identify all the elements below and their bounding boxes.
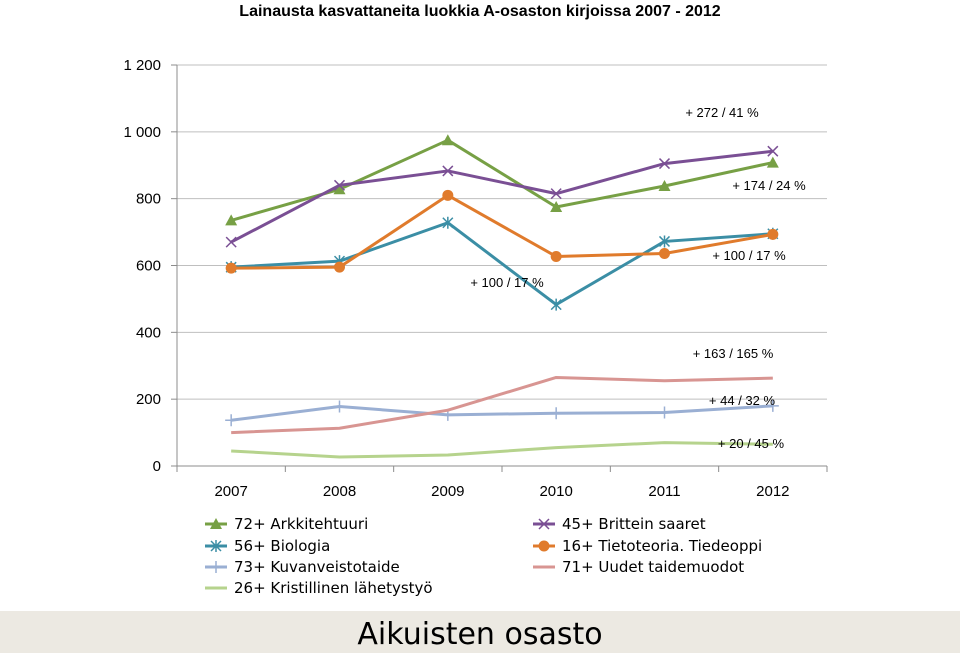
data-point — [334, 261, 345, 273]
legend-label: 16+ Tietoteoria. Tiedeoppi — [562, 537, 762, 555]
data-point — [767, 145, 779, 157]
data-point — [333, 179, 346, 191]
legend-label: 72+ Arkkitehtuuri — [234, 515, 368, 533]
legend-label: 73+ Kuvanveistotaide — [234, 558, 400, 576]
legend-item: 56+ Biologia — [205, 537, 330, 555]
data-point — [550, 407, 563, 420]
data-point — [550, 250, 562, 262]
annotation-label: + 272 / 41 % — [685, 105, 759, 120]
data-point — [658, 406, 671, 419]
legend-label: 71+ Uudet taidemuodot — [562, 558, 744, 576]
data-point — [442, 216, 454, 229]
data-point — [767, 228, 779, 240]
data-point — [550, 298, 562, 311]
data-point — [550, 188, 562, 200]
data-point — [225, 414, 238, 427]
legend-marker — [210, 561, 222, 573]
annotations: + 272 / 41 % + 174 / 24 % + 100 / 17 % + 10… — [470, 105, 806, 451]
legend-item: 45+ Brittein saaret — [533, 515, 706, 533]
series-group — [231, 375, 773, 435]
data-point — [333, 400, 346, 413]
series-lines — [225, 134, 779, 459]
legend-marker — [210, 540, 222, 552]
data-point — [658, 179, 671, 191]
data-point — [442, 189, 454, 201]
y-tick-label: 400 — [136, 324, 161, 341]
y-tick-label: 1 000 — [123, 124, 161, 141]
y-tick-label: 0 — [153, 458, 161, 475]
data-point — [225, 262, 237, 274]
y-tick-label: 1 200 — [123, 57, 161, 74]
legend-label: 56+ Biologia — [234, 537, 330, 555]
y-tick-label: 200 — [136, 391, 161, 408]
data-point — [658, 235, 671, 248]
series-group — [225, 145, 779, 248]
series-group — [225, 189, 779, 274]
legend-item: 26+ Kristillinen lähetystyö — [205, 579, 433, 597]
y-axis: 0 200 400 600 800 1 000 1 200 — [123, 57, 178, 475]
legend-item: 73+ Kuvanveistotaide — [205, 558, 400, 576]
legend-marker — [210, 518, 222, 529]
annotation-label: + 174 / 24 % — [732, 178, 806, 193]
line-chart: Lainausta kasvattaneita luokkia A-osasto… — [123, 3, 828, 597]
series-group — [231, 441, 773, 459]
annotation-label: + 100 / 17 % — [712, 248, 786, 263]
legend-item: 72+ Arkkitehtuuri — [205, 515, 368, 533]
legend-label: 45+ Brittein saaret — [562, 515, 706, 533]
series-line — [231, 441, 773, 459]
legend-item: 71+ Uudet taidemuodot — [533, 558, 744, 576]
legend-item: 16+ Tietoteoria. Tiedeoppi — [533, 537, 762, 555]
series-line — [230, 138, 774, 222]
annotation-label: + 163 / 165 % — [693, 346, 774, 361]
series-line — [230, 404, 773, 422]
series-line — [231, 221, 773, 307]
annotation-label: + 20 / 45 % — [718, 436, 785, 451]
x-axis: 2007 2008 2009 2010 2011 2012 — [176, 465, 828, 500]
series-line — [231, 375, 773, 435]
legend-label: 26+ Kristillinen lähetystyö — [234, 579, 433, 597]
y-tick-label: 600 — [136, 258, 161, 275]
legend-marker — [538, 540, 550, 552]
y-tick-label: 800 — [136, 191, 161, 208]
data-point — [225, 236, 237, 248]
x-tick-label: 2011 — [648, 483, 680, 500]
data-point — [550, 201, 563, 213]
data-point — [441, 134, 454, 146]
legend: 72+ Arkkitehtuuri 45+ Brittein saaret 56+ … — [205, 515, 762, 597]
data-point — [442, 165, 454, 177]
x-tick-label: 2007 — [214, 483, 247, 500]
annotation-label: + 44 / 32 % — [709, 393, 776, 408]
footer-label: Aikuisten osasto — [357, 617, 603, 652]
data-point — [333, 183, 346, 195]
x-tick-label: 2012 — [756, 483, 789, 500]
x-tick-label: 2008 — [323, 483, 356, 500]
series-group — [225, 216, 779, 311]
annotation-label: + 100 / 17 % — [470, 275, 544, 290]
chart-title: Lainausta kasvattaneita luokkia A-osasto… — [239, 3, 721, 20]
footer-bar — [0, 611, 960, 653]
series-line — [231, 193, 774, 270]
data-point — [659, 247, 670, 259]
data-point — [766, 156, 779, 168]
series-group — [225, 134, 779, 226]
x-tick-label: 2009 — [431, 483, 464, 500]
legend-marker — [538, 518, 550, 530]
data-point — [658, 158, 671, 170]
x-tick-label: 2010 — [539, 483, 572, 500]
data-point — [766, 399, 779, 412]
series-group — [225, 399, 779, 427]
series-line — [230, 149, 774, 244]
data-point — [225, 214, 238, 226]
